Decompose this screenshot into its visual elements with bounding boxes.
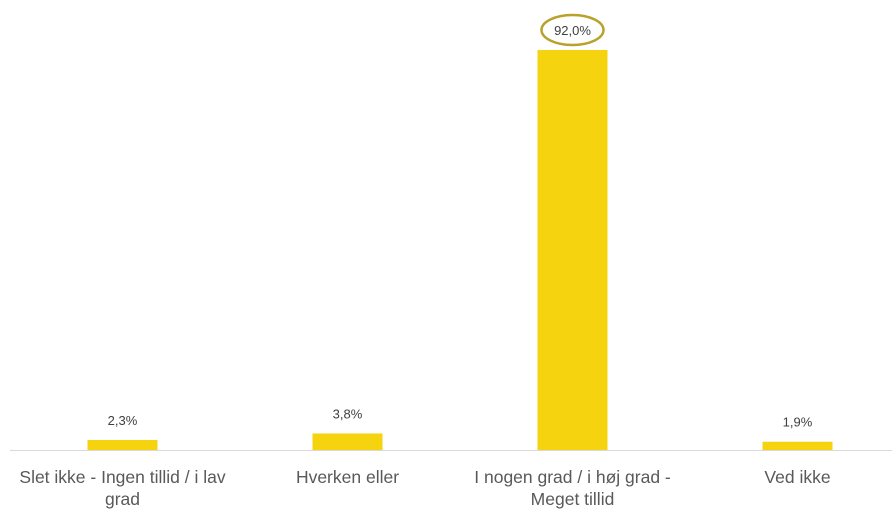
highlight-circle <box>540 13 605 47</box>
x-tick-label: Hverken eller <box>295 467 400 487</box>
value-label: 2,3% <box>108 413 138 428</box>
value-label: 92,0% <box>554 23 591 38</box>
bar <box>537 50 608 450</box>
bar <box>87 440 158 450</box>
x-tick-label: Slet ikke - Ingen tillid / i lav grad <box>19 467 226 509</box>
x-tick-label: Ved ikke <box>764 467 831 487</box>
x-tick-label: I nogen grad / i høj grad - Meget tillid <box>474 467 671 509</box>
value-label: 3,8% <box>333 406 363 421</box>
bar <box>762 441 833 450</box>
value-label: 1,9% <box>783 415 813 430</box>
bar <box>312 433 383 450</box>
